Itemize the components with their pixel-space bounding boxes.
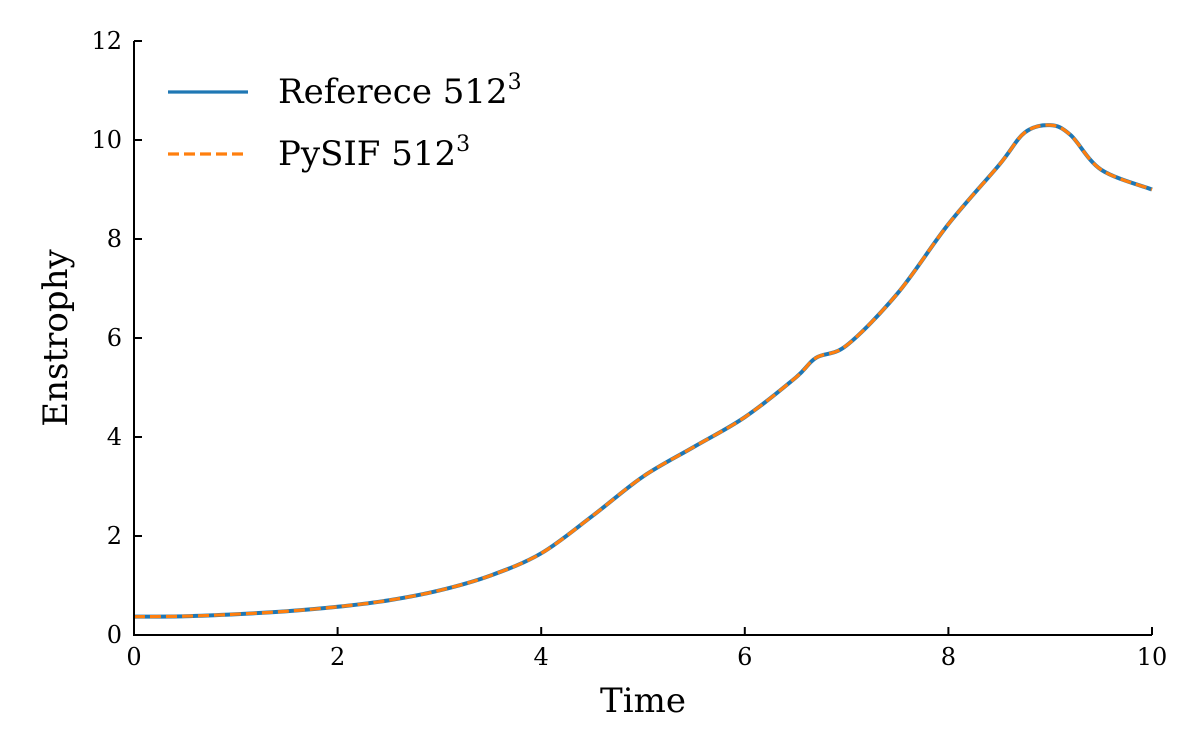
- legend-label-0: Referece 5123: [278, 70, 522, 112]
- axes: [133, 41, 1152, 636]
- series-line-0: [133, 123, 1153, 619]
- ticks: 0 2 4 6 8 10 0 2 4 6 8 10 12: [91, 27, 1167, 671]
- legend-superscript-1: 3: [456, 132, 470, 157]
- series-layer: [133, 123, 1153, 619]
- legend-superscript-0: 3: [508, 70, 522, 95]
- y-tick-label: 6: [107, 324, 122, 352]
- x-tick-label: 4: [534, 643, 549, 671]
- x-tick-label: 0: [126, 643, 141, 671]
- series-line-1: [133, 123, 1153, 619]
- y-tick-label: 12: [91, 27, 122, 55]
- legend: Referece 5123 PySIF 5123: [168, 70, 522, 174]
- x-axis-title: Time: [600, 681, 686, 721]
- y-tick-label: 0: [107, 621, 122, 649]
- x-tick-label: 10: [1137, 643, 1168, 671]
- y-tick-label: 4: [107, 423, 122, 451]
- x-tick-label: 6: [737, 643, 752, 671]
- x-tick-label: 2: [330, 643, 345, 671]
- y-axis-title: Enstrophy: [36, 248, 76, 426]
- legend-label-1: PySIF 5123: [278, 132, 470, 174]
- x-tick-label: 8: [941, 643, 956, 671]
- y-tick-label: 10: [91, 126, 122, 154]
- y-tick-label: 2: [107, 522, 122, 550]
- y-tick-label: 8: [107, 225, 122, 253]
